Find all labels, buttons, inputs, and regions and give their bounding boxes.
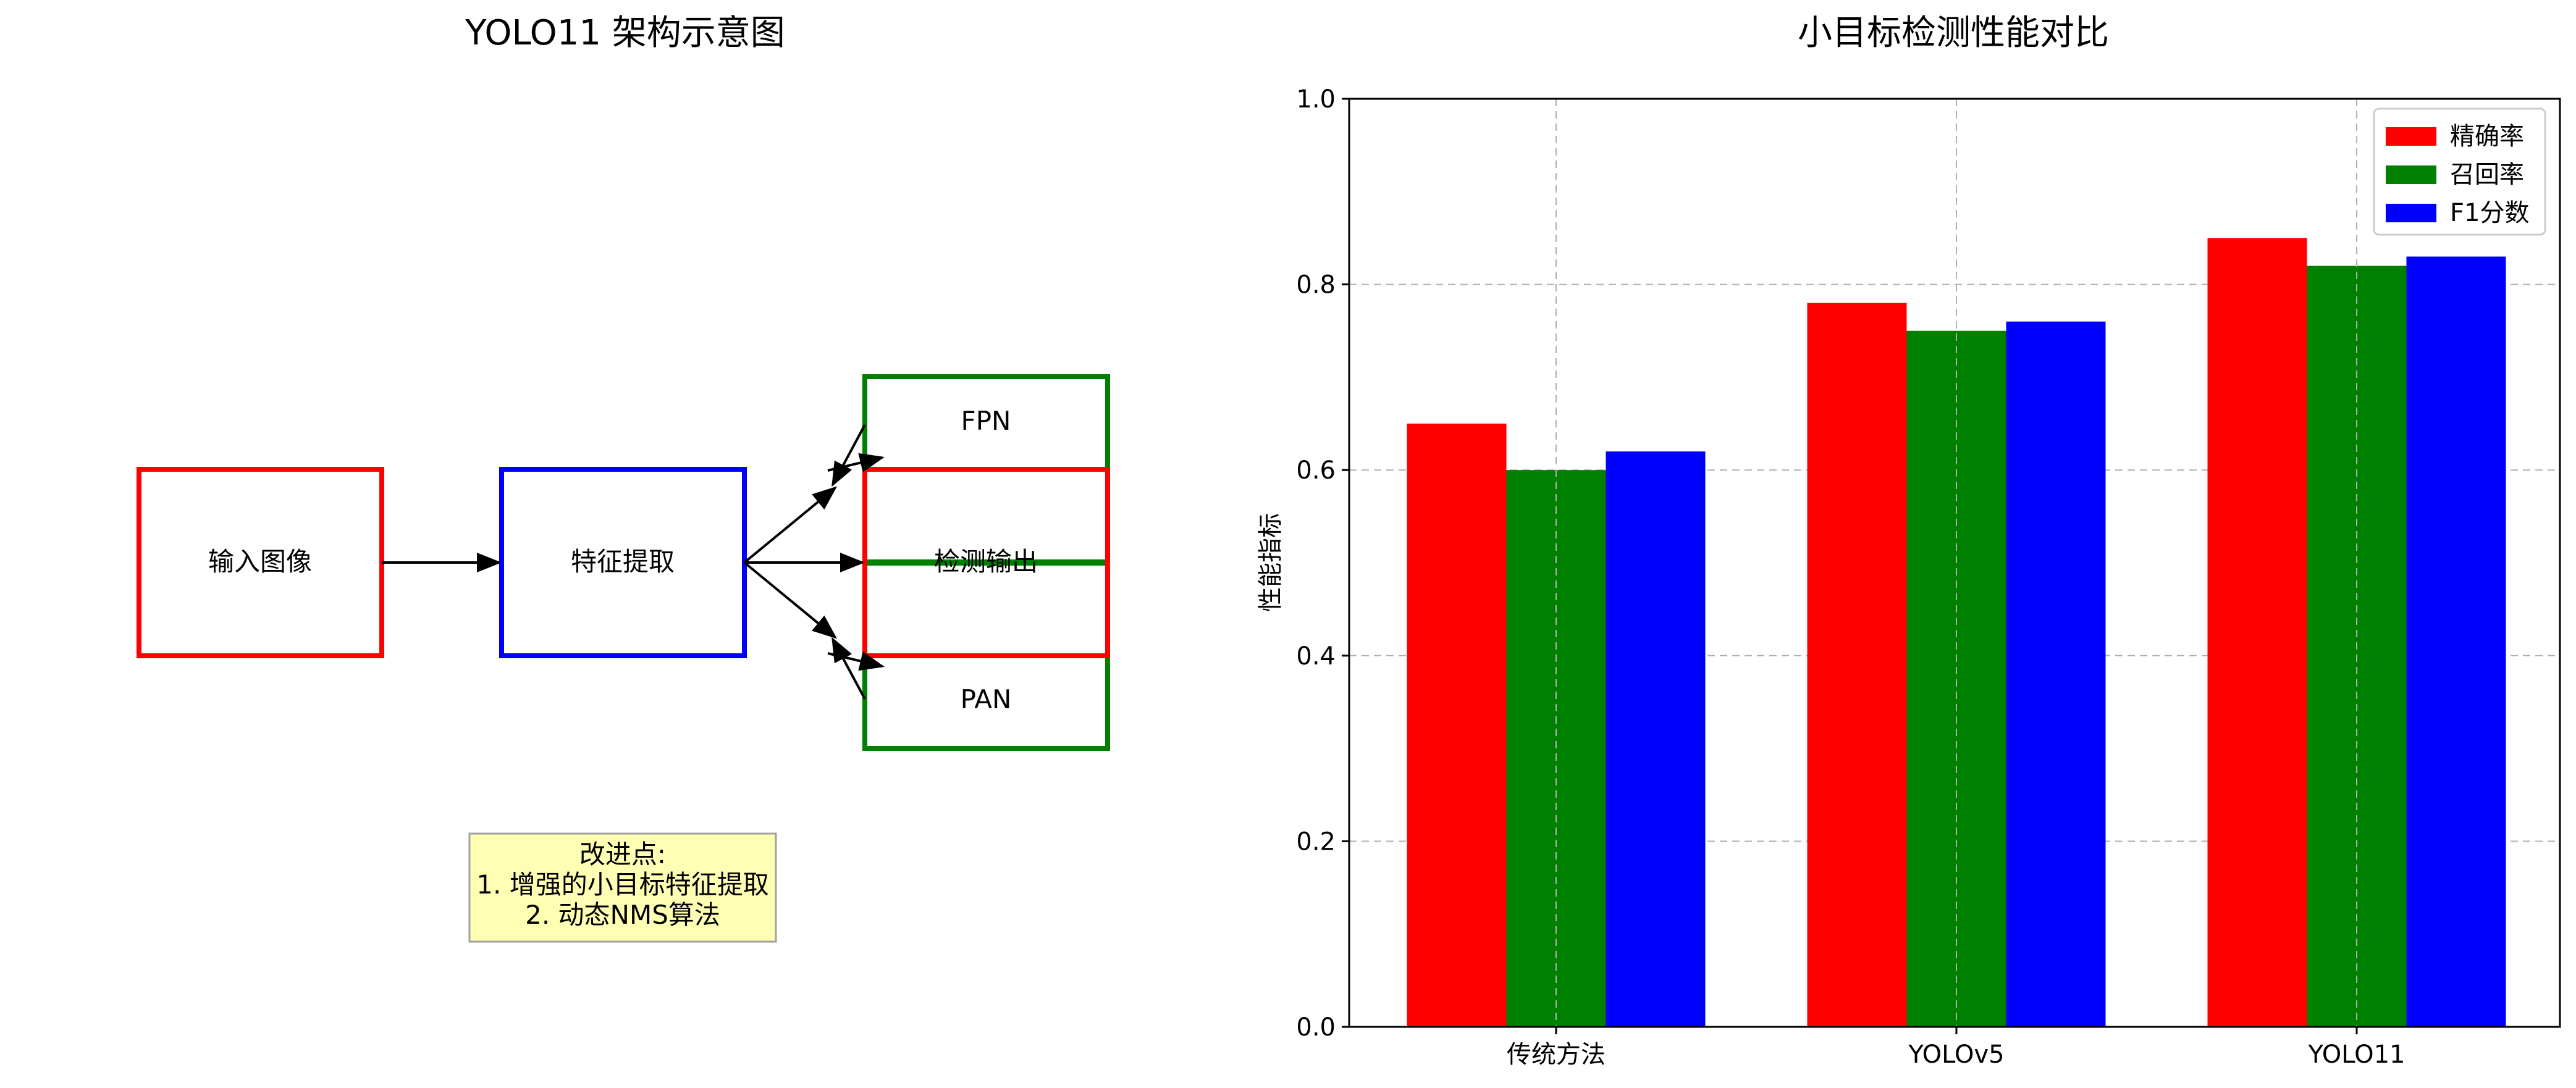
architecture-diagram: YOLO11 架构示意图 输入图像 特征提取 FPN PAN 检测输出: [137, 13, 1110, 943]
arrow-fpn-to-output: [831, 424, 866, 487]
input-image-node: 输入图像: [137, 467, 384, 658]
y-tick-label: 0.0: [1296, 1013, 1336, 1042]
y-axis-ticks: 0.0 0.2 0.4 0.6 0.8 1.0: [1296, 85, 1349, 1042]
legend-swatch: [2386, 165, 2436, 184]
y-tick-label: 0.8: [1296, 271, 1336, 299]
detection-output-node: 检测输出: [862, 467, 1110, 658]
input-image-label: 输入图像: [208, 546, 312, 577]
feature-extraction-label: 特征提取: [571, 546, 675, 577]
detection-output-box: [862, 467, 1110, 658]
y-tick-label: 0.2: [1296, 827, 1336, 856]
bar: [2406, 256, 2506, 1027]
performance-chart: 小目标检测性能对比 0.0 0.2 0.4 0.6 0.8 1.0 传统方法 YOLOv5 Y…: [1256, 13, 2561, 1069]
x-tick-label: YOLO11: [2308, 1040, 2406, 1069]
feature-extraction-node: 特征提取: [499, 467, 747, 658]
legend-swatch: [2386, 204, 2436, 222]
legend-label: 精确率: [2450, 122, 2524, 151]
x-tick-label: 传统方法: [1507, 1040, 1606, 1069]
arrow-pan-to-output: [831, 637, 866, 700]
bar: [1606, 451, 1706, 1027]
note-line-1: 改进点:: [579, 839, 666, 869]
chart-title: 小目标检测性能对比: [1798, 13, 2109, 53]
pan-label: PAN: [961, 684, 1012, 714]
note-box: [468, 832, 777, 943]
note-line-2: 1. 增强的小目标特征提取: [476, 869, 768, 900]
chart-bars: [1407, 238, 2506, 1027]
arrow-fpn-to-output-b: [827, 453, 885, 472]
arrow-backbone-to-fpn: [743, 486, 838, 564]
arrow-pan-to-output-b: [827, 651, 885, 671]
y-tick-label: 0.6: [1296, 456, 1336, 485]
plot-area-frame: [1348, 98, 2561, 1028]
chart-vertical-grid: [1555, 99, 2357, 1027]
arrow-backbone-to-pan: [743, 561, 838, 639]
legend-label: F1分数: [2450, 199, 2529, 227]
improvement-note: 改进点: 1. 增强的小目标特征提取 2. 动态NMS算法: [468, 832, 777, 943]
y-tick-label: 0.4: [1296, 642, 1336, 671]
bar: [2207, 238, 2307, 1027]
bar: [1807, 303, 1907, 1027]
diagram-title: YOLO11 架构示意图: [465, 13, 785, 53]
note-line-3: 2. 动态NMS算法: [525, 900, 720, 930]
x-tick-label: YOLOv5: [1908, 1040, 2004, 1069]
fpn-label: FPN: [961, 406, 1011, 436]
x-axis-ticks: 传统方法 YOLOv5 YOLO11: [1507, 1027, 2405, 1069]
bar: [1407, 424, 1507, 1027]
bar: [2006, 321, 2106, 1027]
legend-swatch: [2386, 127, 2436, 146]
y-tick-label: 1.0: [1296, 85, 1336, 114]
detection-output-label: 检测输出: [934, 546, 1038, 577]
diagram-arrows: [382, 424, 885, 700]
y-axis-label: 性能指标: [1256, 513, 1285, 612]
legend-label: 召回率: [2450, 161, 2524, 189]
